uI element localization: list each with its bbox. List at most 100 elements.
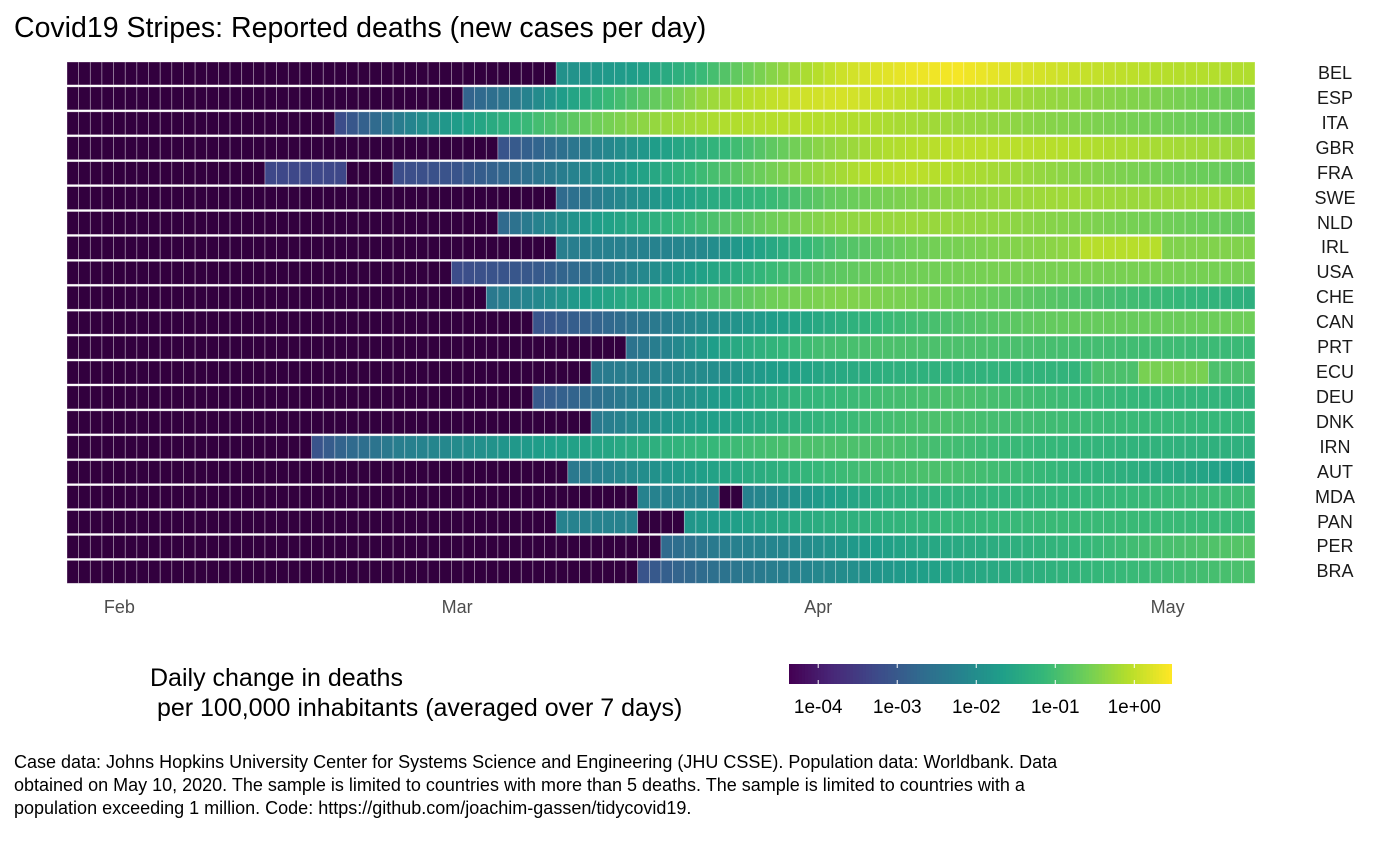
heatmap-cell bbox=[474, 510, 487, 534]
heatmap-cell bbox=[916, 161, 930, 185]
heatmap-cell bbox=[998, 335, 1011, 360]
row-label-gbr: GBR bbox=[1315, 137, 1355, 158]
heatmap-cell bbox=[730, 285, 743, 310]
heatmap-cell bbox=[287, 310, 301, 335]
heatmap-cell bbox=[602, 385, 615, 410]
heatmap-cell bbox=[485, 535, 499, 559]
heatmap-cell bbox=[206, 435, 219, 460]
colorbar-segment bbox=[916, 664, 921, 684]
heatmap-cell bbox=[136, 285, 149, 310]
heatmap-cell bbox=[881, 535, 895, 559]
heatmap-cell bbox=[206, 485, 219, 509]
heatmap-cell bbox=[334, 236, 347, 260]
heatmap-cell bbox=[241, 86, 254, 111]
heatmap-cell bbox=[1242, 335, 1256, 360]
heatmap-cell bbox=[1114, 510, 1128, 534]
heatmap-cell bbox=[1021, 385, 1035, 410]
heatmap-cell bbox=[1184, 510, 1198, 534]
heatmap-cell bbox=[66, 111, 79, 136]
heatmap-cell bbox=[148, 310, 161, 335]
heatmap-cell bbox=[718, 510, 732, 534]
heatmap-cell bbox=[683, 61, 697, 86]
heatmap-cell bbox=[392, 136, 406, 161]
heatmap-cell bbox=[672, 111, 685, 136]
heatmap-cell bbox=[916, 535, 930, 559]
heatmap-cell bbox=[392, 161, 406, 185]
heatmap-cell bbox=[963, 485, 976, 509]
heatmap-cell bbox=[916, 186, 930, 210]
heatmap-cell bbox=[287, 261, 301, 285]
heatmap-cell bbox=[648, 360, 662, 385]
heatmap-cell bbox=[136, 310, 149, 335]
heatmap-cell bbox=[940, 261, 953, 285]
heatmap-cell bbox=[998, 186, 1011, 210]
heatmap-cell bbox=[485, 310, 499, 335]
heatmap-cell bbox=[532, 310, 545, 335]
heatmap-cell bbox=[1196, 485, 1209, 509]
heatmap-cell bbox=[113, 410, 126, 435]
heatmap-cell bbox=[346, 510, 359, 534]
heatmap-cell bbox=[614, 61, 627, 86]
heatmap-cell bbox=[1033, 510, 1046, 534]
heatmap-cell bbox=[940, 310, 953, 335]
heatmap-cell bbox=[287, 485, 301, 509]
heatmap-cell bbox=[905, 435, 918, 460]
heatmap-cell bbox=[218, 111, 231, 136]
heatmap-cell bbox=[1103, 186, 1116, 210]
heatmap-cell bbox=[567, 211, 580, 235]
heatmap-cell bbox=[416, 435, 429, 460]
heatmap-cell bbox=[311, 460, 324, 484]
heatmap-cell bbox=[602, 460, 615, 484]
heatmap-cell bbox=[264, 111, 277, 136]
heatmap-cell bbox=[532, 485, 545, 509]
heatmap-cell bbox=[287, 510, 301, 534]
heatmap-cell bbox=[497, 236, 510, 260]
colorbar-segment bbox=[1152, 664, 1157, 684]
heatmap-cell bbox=[520, 535, 534, 559]
heatmap-cell bbox=[1103, 261, 1116, 285]
heatmap-cell bbox=[928, 61, 941, 86]
heatmap-cell bbox=[1196, 261, 1209, 285]
heatmap-cell bbox=[998, 510, 1011, 534]
heatmap-cell bbox=[1068, 360, 1081, 385]
heatmap-cell bbox=[1103, 410, 1116, 435]
heatmap-cell bbox=[1068, 560, 1081, 584]
heatmap-cell bbox=[695, 236, 708, 260]
heatmap-cell bbox=[194, 310, 208, 335]
heatmap-cell bbox=[1242, 535, 1256, 559]
heatmap-cell bbox=[881, 186, 895, 210]
heatmap-cell bbox=[381, 111, 394, 136]
heatmap-cell bbox=[1242, 310, 1256, 335]
heatmap-cell bbox=[299, 485, 312, 509]
heatmap-cell bbox=[602, 236, 615, 260]
heatmap-cell bbox=[893, 535, 906, 559]
heatmap-cell bbox=[451, 86, 464, 111]
heatmap-cell bbox=[253, 535, 266, 559]
heatmap-cell bbox=[788, 460, 802, 484]
heatmap-cell bbox=[89, 385, 103, 410]
heatmap-cell bbox=[497, 360, 510, 385]
heatmap-cell bbox=[1173, 111, 1186, 136]
heatmap-cell bbox=[1149, 136, 1163, 161]
heatmap-cell bbox=[171, 285, 184, 310]
heatmap-cell bbox=[287, 535, 301, 559]
heatmap-cell bbox=[963, 560, 976, 584]
heatmap-cell bbox=[520, 261, 534, 285]
heatmap-cell bbox=[509, 385, 522, 410]
heatmap-cell bbox=[858, 560, 871, 584]
heatmap-cell bbox=[544, 236, 557, 260]
heatmap-cell bbox=[101, 535, 114, 559]
heatmap-cell bbox=[660, 211, 673, 235]
heatmap-cell bbox=[241, 111, 254, 136]
heatmap-cell bbox=[474, 410, 487, 435]
heatmap-cell bbox=[893, 161, 906, 185]
heatmap-cell bbox=[614, 285, 627, 310]
heatmap-cell bbox=[905, 285, 918, 310]
heatmap-cell bbox=[1091, 460, 1104, 484]
heatmap-cell bbox=[1208, 360, 1221, 385]
heatmap-cell bbox=[369, 310, 382, 335]
heatmap-cell bbox=[229, 385, 243, 410]
heatmap-cell bbox=[800, 510, 813, 534]
heatmap-cell bbox=[1044, 261, 1058, 285]
heatmap-cell bbox=[707, 136, 720, 161]
